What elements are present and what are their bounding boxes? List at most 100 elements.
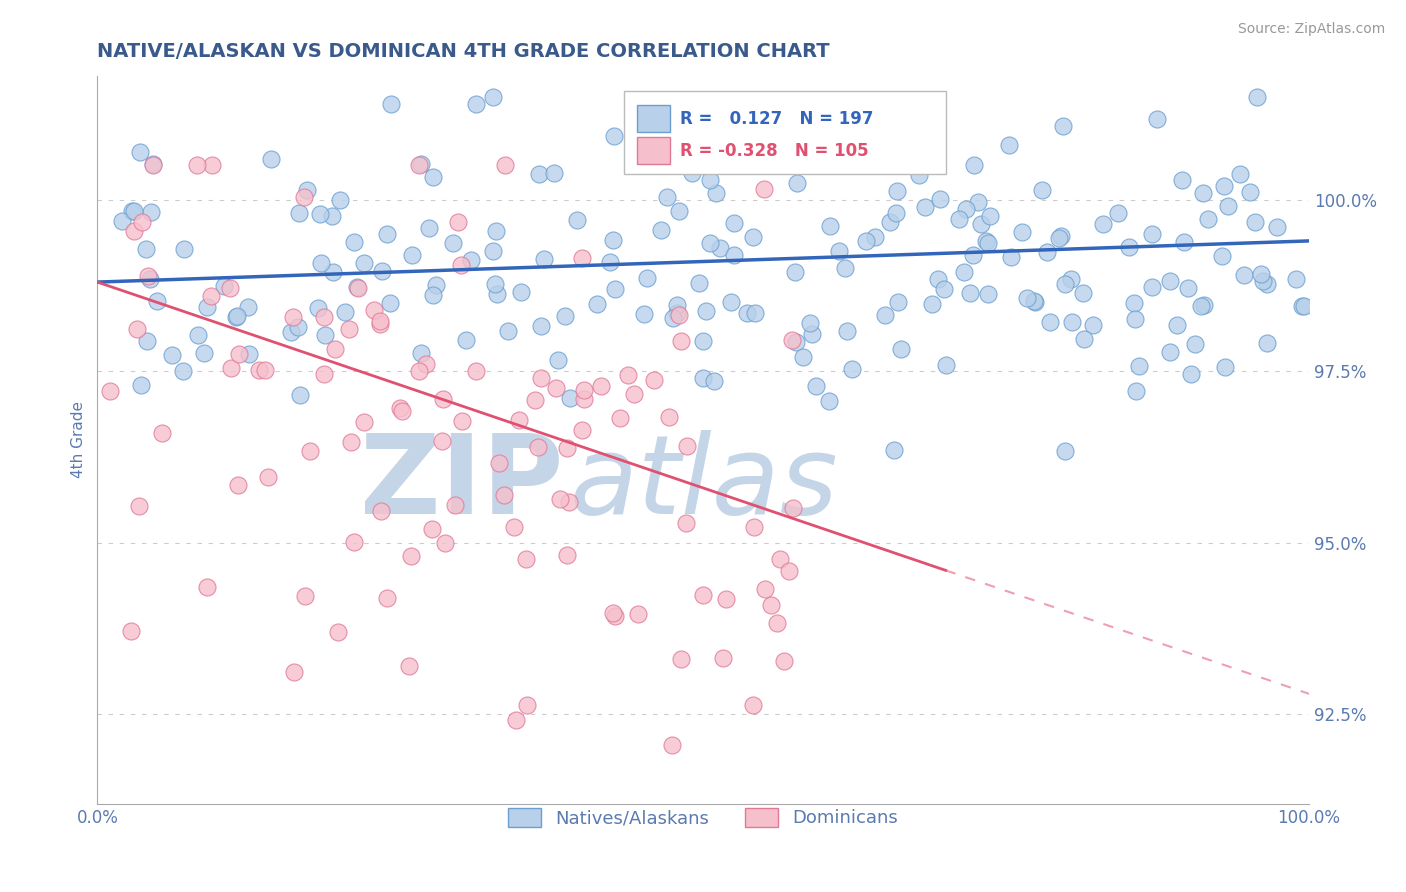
Point xyxy=(530,319,553,334)
Point xyxy=(929,192,952,206)
Point xyxy=(131,215,153,229)
Point xyxy=(704,186,727,201)
Point xyxy=(1192,298,1215,312)
Point xyxy=(1212,178,1234,193)
Point xyxy=(778,564,800,578)
Point xyxy=(799,317,821,331)
Point xyxy=(505,713,527,727)
Point xyxy=(603,609,626,624)
Point xyxy=(225,310,247,324)
Point xyxy=(492,488,515,502)
Point xyxy=(218,281,240,295)
Point xyxy=(976,234,998,248)
Point xyxy=(962,248,984,262)
Point xyxy=(959,285,981,300)
Point xyxy=(589,378,612,392)
Point xyxy=(665,306,688,320)
Point xyxy=(1184,337,1206,351)
Point xyxy=(603,282,626,296)
Point xyxy=(695,304,717,318)
Point xyxy=(617,368,640,383)
Point xyxy=(998,137,1021,152)
Point xyxy=(288,206,311,220)
Point xyxy=(1024,294,1046,309)
Point xyxy=(834,261,856,276)
Point xyxy=(1146,112,1168,126)
Point xyxy=(515,698,537,713)
Point xyxy=(254,363,277,377)
Point xyxy=(1125,384,1147,398)
Point xyxy=(547,352,569,367)
Point xyxy=(671,334,693,348)
Point xyxy=(287,319,309,334)
Point xyxy=(288,387,311,401)
FancyBboxPatch shape xyxy=(624,91,946,175)
Point xyxy=(668,308,690,322)
Point xyxy=(927,272,949,286)
Point xyxy=(432,392,454,406)
Point xyxy=(554,309,576,323)
Point xyxy=(307,301,329,315)
Point xyxy=(322,265,344,279)
Point xyxy=(572,383,595,397)
Point xyxy=(399,549,422,563)
Point xyxy=(720,295,742,310)
Point xyxy=(773,654,796,668)
Point xyxy=(742,519,765,533)
Point xyxy=(636,270,658,285)
Point xyxy=(1091,217,1114,231)
Point xyxy=(486,286,509,301)
Point xyxy=(527,440,550,454)
Point xyxy=(482,90,505,104)
Point xyxy=(226,310,249,324)
Point xyxy=(122,204,145,219)
Point xyxy=(323,342,346,356)
Point xyxy=(1211,249,1233,263)
Point xyxy=(1052,120,1074,134)
Point xyxy=(1159,344,1181,359)
Point xyxy=(765,615,787,630)
Point xyxy=(401,247,423,261)
Point xyxy=(321,209,343,223)
Text: atlas: atlas xyxy=(569,430,838,537)
Point xyxy=(1189,299,1212,313)
Point xyxy=(676,439,699,453)
Point xyxy=(127,322,149,336)
Point xyxy=(292,190,315,204)
Point xyxy=(454,334,477,348)
Point xyxy=(769,552,792,566)
Point xyxy=(699,173,721,187)
Point xyxy=(391,404,413,418)
Point xyxy=(1122,295,1144,310)
Point xyxy=(337,321,360,335)
Point xyxy=(723,216,745,230)
Point xyxy=(662,310,685,325)
Point xyxy=(1265,220,1288,235)
Point xyxy=(523,392,546,407)
Point xyxy=(432,434,454,449)
Point xyxy=(828,244,851,258)
Point xyxy=(1251,274,1274,288)
Point xyxy=(543,167,565,181)
Text: R =   0.127   N = 197: R = 0.127 N = 197 xyxy=(681,110,873,128)
Point xyxy=(314,328,336,343)
Point xyxy=(754,582,776,596)
Point xyxy=(294,589,316,603)
Point xyxy=(742,698,765,713)
Point xyxy=(692,371,714,385)
Point xyxy=(201,158,224,172)
Point xyxy=(353,415,375,429)
Point xyxy=(370,263,392,277)
Point xyxy=(801,326,824,341)
Point xyxy=(411,345,433,359)
Point xyxy=(953,265,976,279)
Point xyxy=(139,204,162,219)
Point xyxy=(703,375,725,389)
Point xyxy=(172,364,194,378)
Point xyxy=(444,499,467,513)
Point xyxy=(1216,199,1239,213)
Point xyxy=(782,500,804,515)
Point xyxy=(609,411,631,425)
Text: ZIP: ZIP xyxy=(360,430,564,537)
Point xyxy=(879,215,901,229)
